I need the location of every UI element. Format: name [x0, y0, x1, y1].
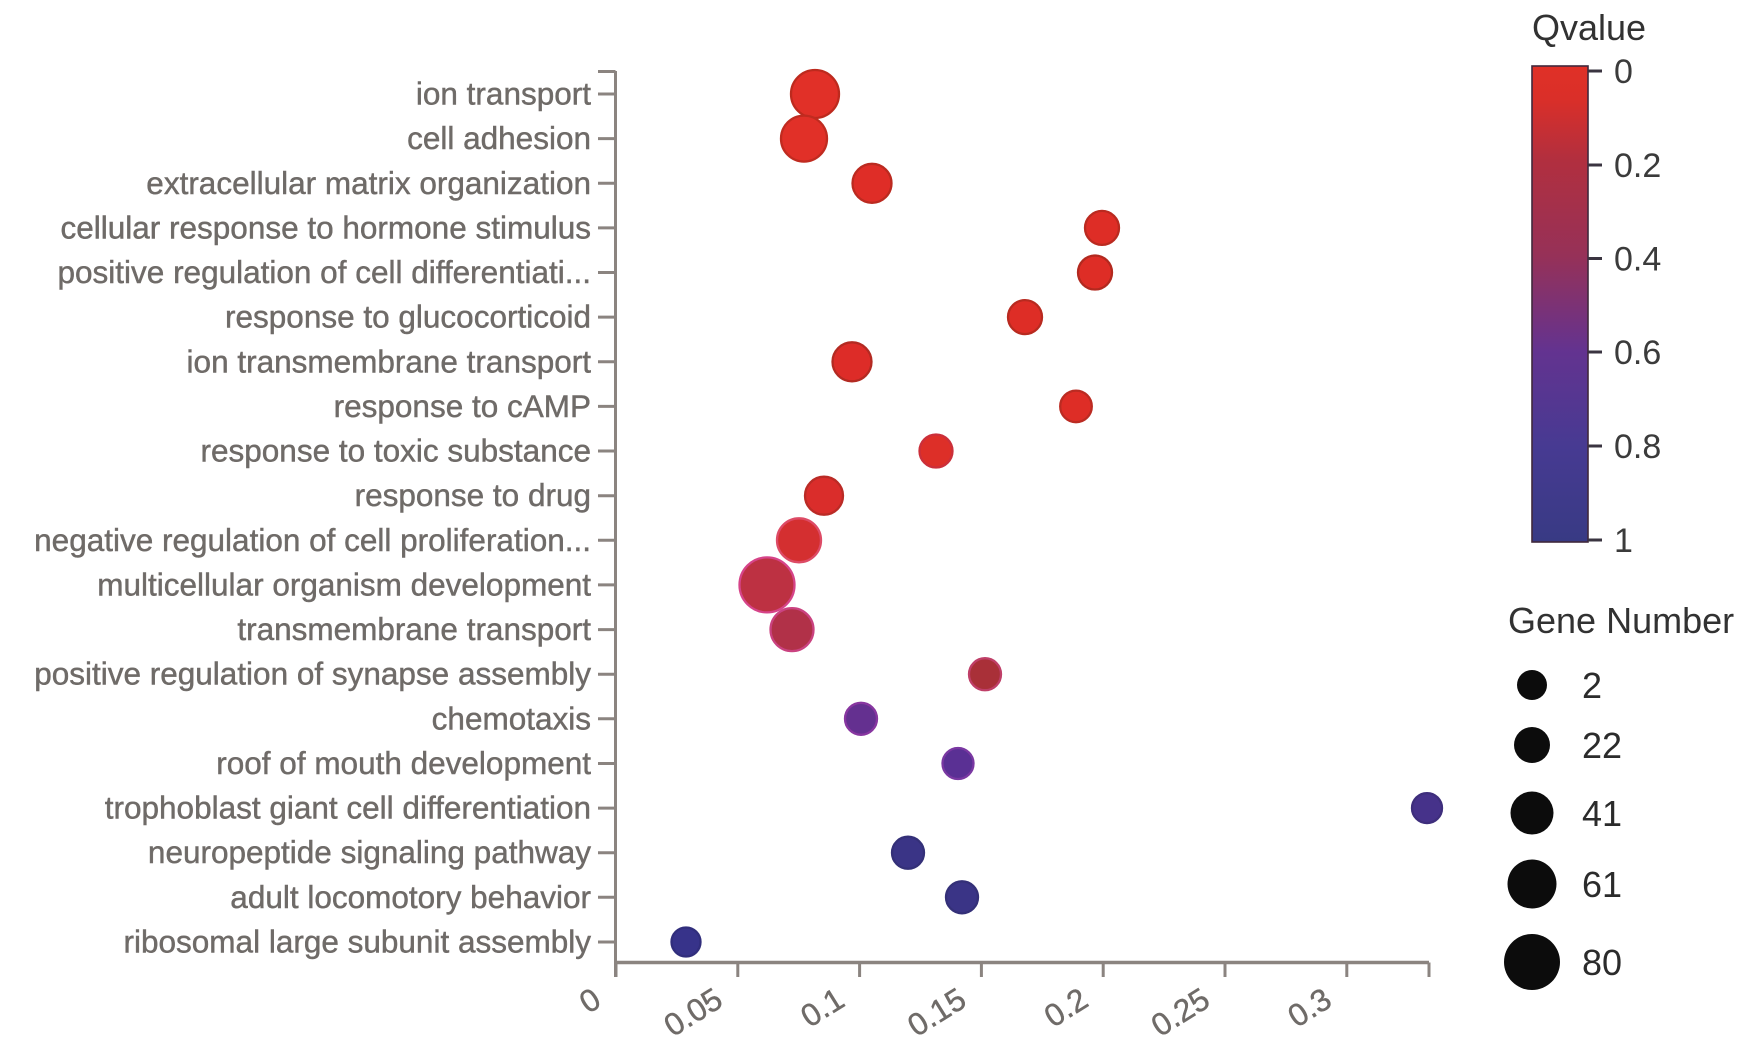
svg-text:multicellular organism develop: multicellular organism development — [97, 566, 591, 602]
svg-text:ion transmembrane transport: ion transmembrane transport — [187, 343, 592, 379]
svg-text:roof of mouth development: roof of mouth development — [216, 745, 591, 781]
svg-text:chemotaxis: chemotaxis — [432, 700, 591, 736]
svg-text:80: 80 — [1582, 942, 1622, 983]
svg-text:cell adhesion: cell adhesion — [407, 120, 591, 156]
svg-text:41: 41 — [1582, 793, 1622, 834]
svg-text:positive regulation of synapse: positive regulation of synapse assembly — [34, 656, 591, 692]
svg-text:1: 1 — [1614, 522, 1633, 560]
svg-text:response to glucocorticoid: response to glucocorticoid — [225, 299, 591, 335]
svg-text:0.6: 0.6 — [1614, 334, 1661, 372]
svg-text:response to cAMP: response to cAMP — [334, 388, 591, 424]
svg-text:ribosomal large subunit assemb: ribosomal large subunit assembly — [124, 924, 592, 960]
svg-text:61: 61 — [1582, 864, 1622, 905]
svg-text:trophoblast giant cell differe: trophoblast giant cell differentiation — [105, 790, 591, 826]
svg-text:response to drug: response to drug — [355, 477, 591, 513]
svg-text:positive regulation of cell di: positive regulation of cell differentiat… — [58, 254, 591, 290]
svg-text:extracellular matrix organizat: extracellular matrix organization — [146, 165, 591, 201]
svg-text:Gene Number: Gene Number — [1508, 600, 1734, 641]
svg-text:negative regulation of cell pr: negative regulation of cell proliferatio… — [34, 522, 591, 558]
svg-text:Qvalue: Qvalue — [1532, 7, 1646, 48]
svg-text:0.2: 0.2 — [1614, 147, 1661, 185]
svg-text:0.8: 0.8 — [1614, 428, 1661, 466]
svg-text:0: 0 — [1614, 53, 1633, 91]
svg-text:2: 2 — [1582, 665, 1602, 706]
svg-text:transmembrane transport: transmembrane transport — [237, 611, 591, 647]
svg-text:0.4: 0.4 — [1614, 241, 1661, 279]
svg-text:cellular response to hormone s: cellular response to hormone stimulus — [60, 209, 591, 245]
svg-text:adult locomotory behavior: adult locomotory behavior — [230, 879, 591, 915]
svg-text:ion transport: ion transport — [416, 76, 591, 112]
svg-text:22: 22 — [1582, 725, 1622, 766]
svg-text:response to toxic substance: response to toxic substance — [201, 433, 591, 469]
svg-text:neuropeptide signaling pathway: neuropeptide signaling pathway — [148, 834, 591, 870]
